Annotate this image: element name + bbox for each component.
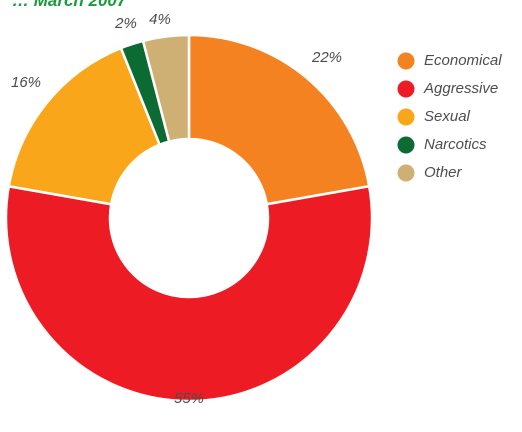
legend-marker-other xyxy=(397,164,415,182)
slice-aggressive xyxy=(4,184,374,403)
chart-title: … March 2007 xyxy=(12,0,128,10)
legend-marker-aggressive xyxy=(397,80,415,98)
slice-label-narcotics: 2% xyxy=(114,15,137,32)
legend-label-sexual: Sexual xyxy=(424,108,471,125)
legend-label-other: Other xyxy=(424,164,463,181)
slice-economical xyxy=(187,33,371,206)
slice-label-sexual: 16% xyxy=(11,74,41,91)
legend-label-narcotics: Narcotics xyxy=(424,136,487,153)
legend-marker-sexual xyxy=(397,108,415,126)
legend-marker-narcotics xyxy=(397,136,415,154)
slice-labels: 22% 55% 16% 2% 4% xyxy=(11,11,342,407)
pie-slices xyxy=(4,33,374,403)
slice-label-economical: 22% xyxy=(311,49,342,66)
legend-label-economical: Economical xyxy=(424,52,502,69)
legend-marker-economical xyxy=(397,52,415,70)
legend-label-aggressive: Aggressive xyxy=(423,80,498,97)
slice-label-aggressive: 55% xyxy=(174,390,204,407)
slice-other xyxy=(141,33,191,143)
slice-label-other: 4% xyxy=(149,11,171,28)
legend: Economical Aggressive Sexual Narcotics Other xyxy=(397,52,502,182)
slice-sexual xyxy=(7,46,161,206)
